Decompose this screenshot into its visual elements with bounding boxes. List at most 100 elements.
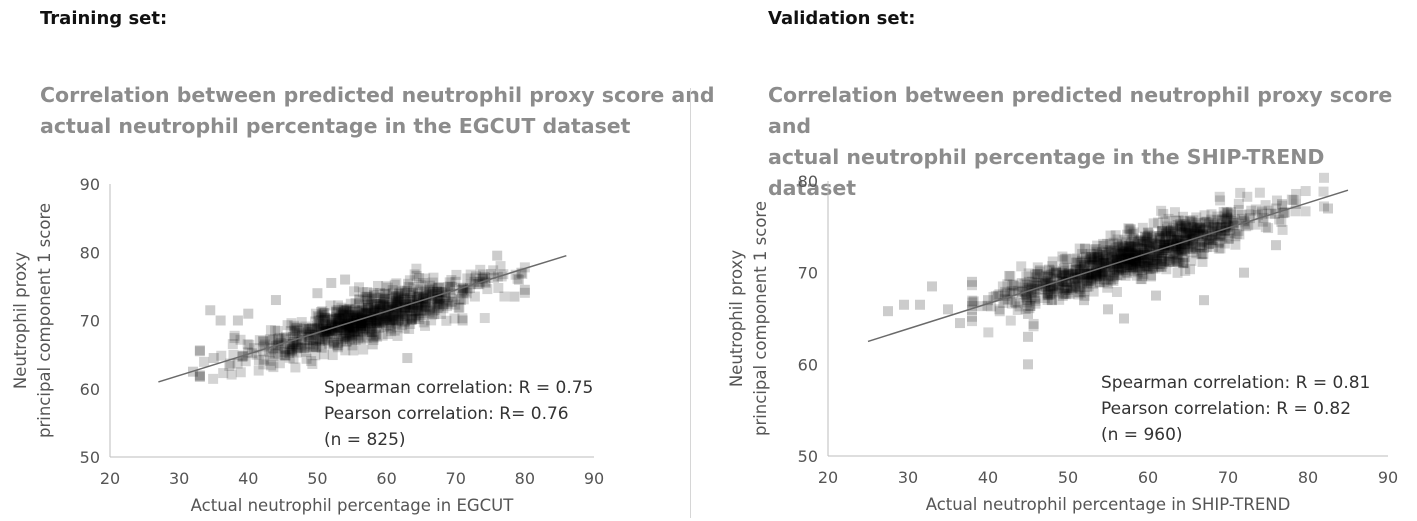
validation-data-point [1184, 226, 1195, 237]
training-data-point [429, 309, 440, 320]
training-data-point [294, 328, 305, 339]
validation-data-point [1081, 281, 1092, 292]
validation-data-point [1127, 263, 1138, 274]
validation-outlier-point [1047, 295, 1057, 306]
validation-data-point [1136, 274, 1147, 285]
training-data-point [417, 278, 428, 289]
training-data-point [308, 335, 319, 346]
validation-data-point [1075, 258, 1086, 269]
training-data-point [400, 315, 411, 326]
training-data-point [316, 324, 327, 335]
validation-data-point [1026, 287, 1037, 298]
validation-data-point [1176, 244, 1187, 255]
training-data-point [390, 296, 401, 307]
validation-data-point [1197, 256, 1208, 267]
validation-data-point [1108, 237, 1119, 248]
training-data-point [432, 286, 443, 297]
validation-data-point [1260, 200, 1271, 211]
training-data-point [407, 302, 418, 313]
training-data-point [413, 291, 424, 302]
training-y-axis-label-line-1: Neutrophil proxy [11, 252, 30, 390]
training-data-point [334, 313, 345, 324]
training-data-point [359, 308, 370, 319]
training-data-point [378, 292, 389, 303]
training-data-point [406, 313, 417, 324]
validation-data-point [1125, 242, 1136, 253]
training-data-point [402, 302, 413, 313]
validation-data-point [1073, 282, 1084, 293]
training-data-point [363, 302, 374, 313]
training-data-point [390, 291, 401, 302]
training-data-point [480, 272, 491, 283]
validation-data-point [1151, 252, 1162, 263]
validation-data-point [1007, 280, 1018, 291]
validation-data-point [1189, 222, 1200, 233]
validation-data-point [1112, 239, 1123, 250]
training-data-point [346, 323, 357, 334]
validation-data-point [1140, 231, 1151, 242]
training-data-point [417, 293, 428, 304]
training-data-point [357, 312, 368, 323]
validation-data-point [1033, 277, 1044, 288]
validation-data-point [1054, 279, 1065, 290]
training-data-point [379, 292, 390, 303]
validation-data-point [1215, 221, 1226, 232]
training-data-point [433, 296, 444, 307]
validation-data-point [1059, 271, 1070, 282]
validation-data-point [1124, 241, 1135, 252]
training-data-point [329, 328, 340, 339]
validation-data-point [1000, 286, 1011, 297]
validation-data-point [1091, 268, 1102, 279]
validation-data-point [1319, 172, 1329, 183]
validation-data-point [1138, 253, 1149, 264]
training-data-point [268, 334, 279, 345]
validation-data-point [1081, 251, 1092, 262]
validation-data-point [1088, 260, 1099, 271]
validation-data-point [1193, 231, 1204, 242]
validation-data-point [1020, 291, 1031, 302]
training-data-point [430, 292, 441, 303]
validation-data-point [1082, 270, 1093, 281]
validation-data-point [1161, 239, 1172, 250]
training-data-point [330, 320, 341, 331]
validation-data-point [1124, 259, 1135, 270]
training-data-point [420, 292, 431, 303]
training-data-point [343, 315, 354, 326]
training-data-point [315, 306, 326, 317]
validation-data-point [1058, 255, 1069, 266]
training-data-point [301, 341, 312, 352]
training-data-point [265, 325, 276, 336]
validation-data-point [1085, 248, 1096, 259]
validation-data-point [1073, 263, 1084, 274]
validation-data-point [1135, 236, 1146, 247]
training-data-point [403, 278, 414, 289]
validation-data-point [1142, 246, 1153, 257]
training-data-point [368, 311, 379, 322]
validation-data-point [1120, 252, 1131, 263]
validation-data-point [1115, 269, 1126, 280]
training-data-point [370, 292, 381, 303]
validation-data-point [1094, 271, 1105, 282]
training-data-point [332, 322, 343, 333]
panel-divider [690, 88, 691, 518]
validation-data-point [1205, 231, 1216, 242]
training-data-point [382, 311, 393, 322]
validation-y-tick-label: 50 [798, 447, 818, 466]
validation-data-point [1116, 253, 1127, 264]
training-data-point [360, 308, 371, 319]
validation-data-point [1135, 262, 1146, 273]
validation-chart-title-line-2: actual neutrophil percentage in the SHIP… [768, 145, 1325, 200]
validation-data-point [1212, 215, 1223, 226]
validation-data-point [1097, 259, 1108, 270]
validation-data-point [1159, 231, 1170, 242]
validation-data-point [1079, 257, 1090, 268]
validation-data-point [1189, 230, 1200, 241]
validation-data-point [1016, 277, 1027, 288]
validation-data-point [1109, 245, 1120, 256]
training-data-point [349, 313, 360, 324]
training-data-point [429, 304, 440, 315]
training-data-point [310, 316, 321, 327]
validation-data-point [1195, 223, 1206, 234]
validation-data-point [1053, 280, 1064, 291]
training-data-point [384, 301, 395, 312]
